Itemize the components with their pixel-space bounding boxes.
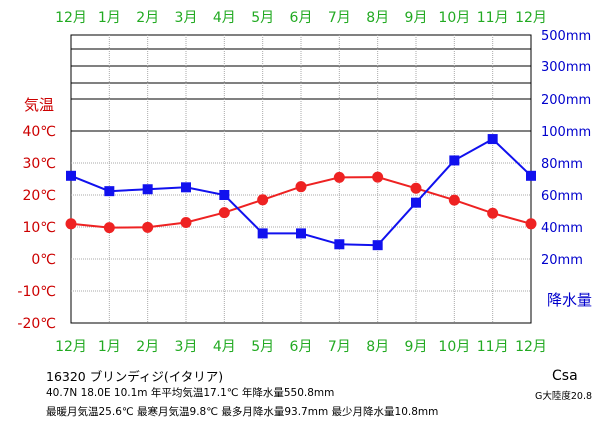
month-label: 6月	[290, 339, 313, 355]
precipitation-point	[257, 228, 268, 239]
month-label: 2月	[136, 10, 159, 26]
temperature-axis-label: 気温	[24, 96, 54, 114]
temperature-tick-label: 30℃	[22, 156, 56, 172]
month-label: 4月	[213, 339, 236, 355]
temperature-point	[257, 194, 269, 206]
precipitation-point	[296, 228, 306, 239]
precipitation-tick-label: 0mm	[541, 0, 575, 4]
month-label: 7月	[328, 10, 351, 26]
precipitation-point	[526, 170, 536, 181]
precipitation-point	[411, 197, 421, 208]
precipitation-point	[449, 155, 460, 166]
temperature-point	[333, 171, 345, 183]
temperature-point	[103, 222, 115, 234]
month-label: 12月	[515, 10, 547, 26]
month-label: 3月	[175, 10, 198, 26]
month-label: 3月	[175, 339, 198, 355]
temperature-point	[487, 207, 499, 219]
month-label: 12月	[55, 339, 87, 355]
temperature-tick-label: -20℃	[17, 316, 56, 332]
month-labels: 12月 12月 1月 1月 2月 2月 3月 3月 4月 4月 5月 5月 6月 6月 7月 7月 8月 8月 9月…	[55, 10, 547, 355]
precipitation-tick-label: 500mm	[541, 29, 591, 44]
precipitation-tick-label: 40mm	[541, 221, 583, 236]
precipitation-tick-label: 20mm	[541, 253, 583, 268]
temperature-point	[65, 218, 77, 230]
temperature-point	[218, 207, 230, 219]
temperature-tick-label: 0℃	[31, 252, 56, 268]
station-name: 16320 ブリンディジ(イタリア)	[46, 369, 224, 384]
precipitation-point	[66, 170, 76, 181]
month-label: 7月	[328, 339, 351, 355]
precipitation-point	[372, 240, 383, 251]
series-layer	[65, 134, 537, 251]
climate-class: Csa	[552, 368, 578, 384]
temperature-point	[525, 218, 537, 230]
temperature-tick-label: 10℃	[22, 220, 56, 236]
grid-lines	[70, 34, 532, 324]
month-label: 12月	[515, 339, 547, 355]
month-label: 8月	[366, 10, 389, 26]
month-label: 6月	[290, 10, 313, 26]
precipitation-tick-label: 80mm	[541, 157, 583, 172]
month-label: 5月	[251, 10, 274, 26]
temperature-tick-label: 40℃	[22, 124, 56, 140]
temperature-point	[180, 217, 192, 229]
month-label: 1月	[98, 339, 121, 355]
month-label: 9月	[405, 339, 428, 355]
precipitation-point	[104, 186, 115, 197]
precipitation-point	[181, 182, 191, 193]
temperature-axis-ticks: 40℃ 30℃ 20℃ 10℃ 0℃ -10℃ -20℃	[17, 124, 56, 332]
month-label: 11月	[477, 10, 509, 26]
precipitation-point	[334, 239, 345, 250]
month-label: 4月	[213, 10, 236, 26]
month-label: 12月	[55, 10, 87, 26]
month-label: 2月	[136, 339, 159, 355]
precipitation-tick-label: 60mm	[541, 189, 583, 204]
precipitation-tick-label: 300mm	[541, 60, 591, 75]
month-label: 10月	[438, 339, 470, 355]
month-label: 5月	[251, 339, 274, 355]
temperature-tick-label: 20℃	[22, 188, 56, 204]
continentality-index: G大陸度20.8	[535, 391, 593, 402]
month-label: 11月	[477, 339, 509, 355]
month-label: 8月	[366, 339, 389, 355]
month-label: 9月	[405, 10, 428, 26]
station-stats: 40.7N 18.0E 10.1m 年平均気温17.1℃ 年降水量550.8mm	[46, 387, 335, 399]
month-label: 1月	[98, 10, 121, 26]
precipitation-point	[142, 184, 153, 195]
temperature-point	[372, 171, 384, 183]
precipitation-axis-ticks: 500mm 300mm 200mm 100mm 80mm 60mm 40mm 20mm 0mm	[541, 0, 591, 268]
precipitation-tick-label: 200mm	[541, 93, 591, 108]
station-extremes: 最暖月気温25.6℃ 最寒月気温9.8℃ 最多月降水量93.7mm 最少月降水量…	[46, 406, 439, 418]
month-label: 10月	[438, 10, 470, 26]
precipitation-point	[219, 190, 230, 200]
temperature-tick-label: -10℃	[17, 284, 56, 300]
precipitation-point	[487, 134, 498, 145]
temperature-point	[142, 221, 154, 233]
temperature-point	[448, 194, 460, 206]
precipitation-axis-label: 降水量	[547, 291, 592, 309]
temperature-point	[410, 182, 422, 194]
precipitation-tick-label: 100mm	[541, 125, 591, 140]
temperature-point	[295, 181, 307, 193]
